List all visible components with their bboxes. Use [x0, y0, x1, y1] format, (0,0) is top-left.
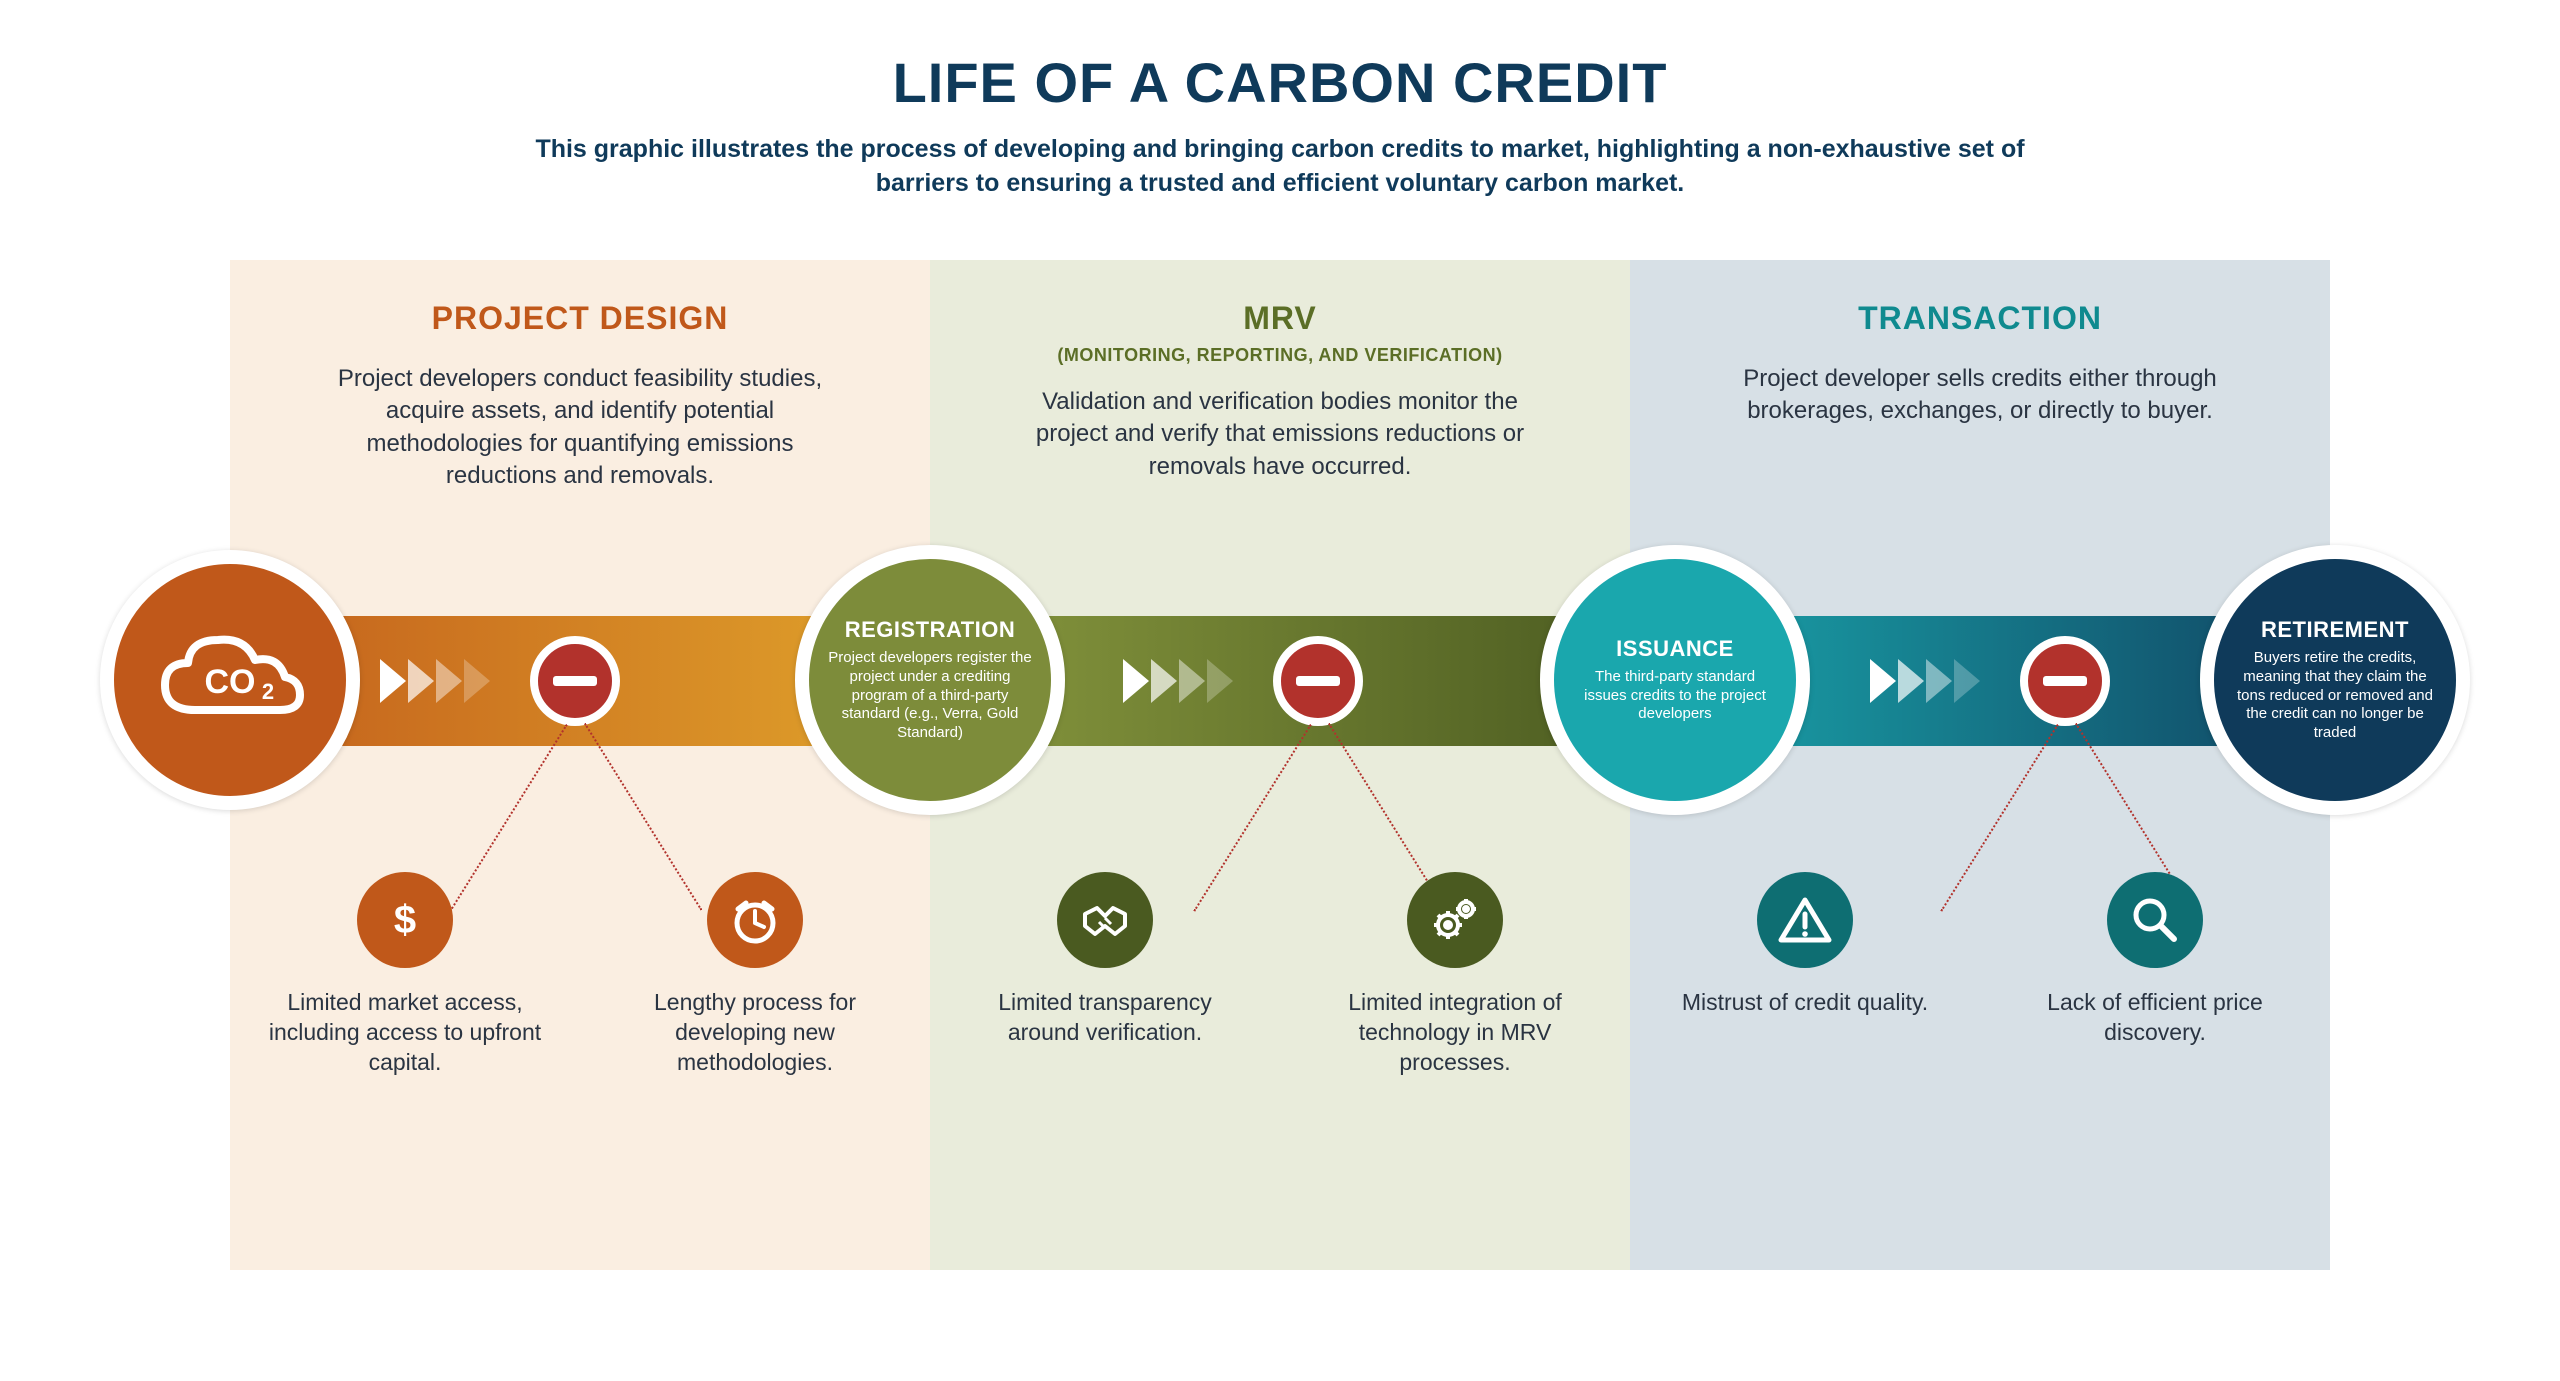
- phase-desc: Validation and verification bodies monit…: [1010, 386, 1550, 483]
- phases-row: PROJECT DESIGN Project developers conduc…: [230, 260, 2330, 1270]
- barrier-item: Lack of efficient price discovery.: [2015, 872, 2295, 1048]
- node-title: REGISTRATION: [845, 617, 1016, 643]
- phase-desc: Project developers conduct feasibility s…: [310, 363, 850, 493]
- chevrons-2: [1123, 659, 1233, 703]
- barrier-item: Mistrust of credit quality.: [1665, 872, 1945, 1048]
- barrier-item: $ Limited market access, including acces…: [265, 872, 545, 1078]
- node-start-co2: CO 2: [100, 550, 360, 810]
- phase-mrv: MRV (MONITORING, REPORTING, AND VERIFICA…: [930, 260, 1630, 1270]
- barriers-project-design: $ Limited market access, including acces…: [230, 872, 930, 1078]
- handshake-icon: [1057, 872, 1153, 968]
- barriers-mrv: Limited transparency around verification…: [930, 872, 1630, 1078]
- barrier-text: Mistrust of credit quality.: [1665, 988, 1945, 1018]
- phase-sub: (MONITORING, REPORTING, AND VERIFICATION…: [980, 345, 1580, 366]
- node-title: ISSUANCE: [1616, 636, 1734, 662]
- node-title: RETIREMENT: [2261, 617, 2409, 643]
- barrier-item: Lengthy process for developing new metho…: [615, 872, 895, 1078]
- phase-title: PROJECT DESIGN: [280, 300, 880, 337]
- svg-text:CO: CO: [205, 663, 256, 701]
- barrier-text: Lack of efficient price discovery.: [2015, 988, 2295, 1048]
- chevrons-1: [380, 659, 490, 703]
- cloud-co2-icon: CO 2: [150, 625, 310, 735]
- clock-icon: [707, 872, 803, 968]
- stop-icon-2: [1273, 636, 1363, 726]
- dollar-icon: $: [357, 872, 453, 968]
- barriers-transaction: Mistrust of credit quality. Lack of effi…: [1630, 872, 2330, 1048]
- page-title: LIFE OF A CARBON CREDIT: [140, 50, 2420, 115]
- barrier-item: Limited integration of technology in MRV…: [1315, 872, 1595, 1078]
- node-retirement: RETIREMENT Buyers retire the credits, me…: [2200, 545, 2470, 815]
- barrier-text: Lengthy process for developing new metho…: [615, 988, 895, 1078]
- stop-icon-3: [2020, 636, 2110, 726]
- phase-title: MRV: [980, 300, 1580, 337]
- phase-title: TRANSACTION: [1680, 300, 2280, 337]
- barrier-text: Limited market access, including access …: [265, 988, 545, 1078]
- node-text: Project developers register the project …: [809, 649, 1051, 743]
- phase-desc: Project developer sells credits either t…: [1710, 363, 2250, 428]
- barrier-text: Limited transparency around verification…: [965, 988, 1245, 1048]
- barrier-text: Limited integration of technology in MRV…: [1315, 988, 1595, 1078]
- svg-text:$: $: [394, 898, 416, 942]
- page-subtitle: This graphic illustrates the process of …: [530, 133, 2030, 201]
- node-issuance: ISSUANCE The third-party standard issues…: [1540, 545, 1810, 815]
- node-text: The third-party standard issues credits …: [1554, 668, 1796, 724]
- alert-icon: [1757, 872, 1853, 968]
- chevrons-3: [1870, 659, 1980, 703]
- search-icon: [2107, 872, 2203, 968]
- stop-icon-1: [530, 636, 620, 726]
- node-registration: REGISTRATION Project developers register…: [795, 545, 1065, 815]
- gears-icon: [1407, 872, 1503, 968]
- node-text: Buyers retire the credits, meaning that …: [2214, 649, 2456, 743]
- svg-text:2: 2: [262, 679, 274, 704]
- barrier-item: Limited transparency around verification…: [965, 872, 1245, 1078]
